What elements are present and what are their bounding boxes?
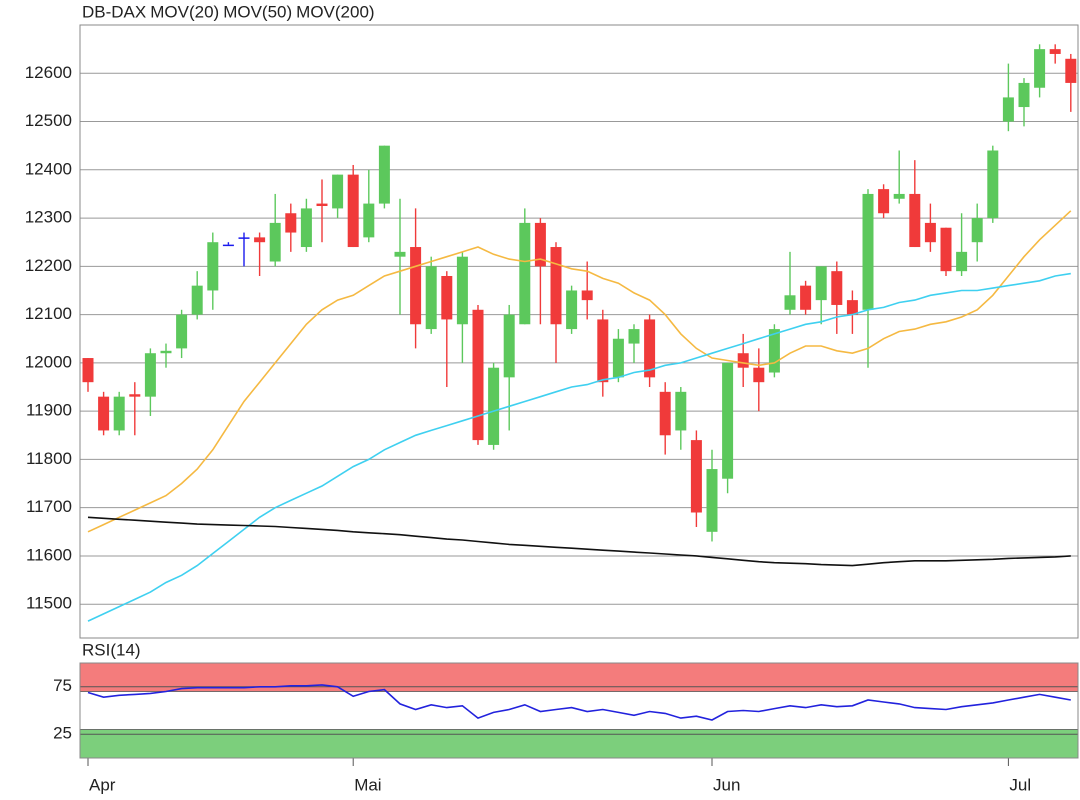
candle-body [82,358,94,383]
x-tick-label: Apr [89,775,116,794]
candle-body [987,150,999,219]
candle-body [675,391,687,431]
candle-body [909,193,921,248]
candle-body [285,213,297,233]
candle-body [238,237,250,239]
candle-body [690,440,702,513]
candle-body [300,208,312,248]
y-tick-label: 12100 [25,304,72,323]
candle-body [893,193,905,199]
candle-body [940,227,952,272]
legend-entry: DB-DAX [82,2,146,21]
candle-body [831,271,843,305]
candle-body [394,251,406,257]
candle-body [410,247,422,325]
candle-body [722,362,734,479]
plot-border [79,662,1079,759]
legend-entry: MOV(50) [223,2,292,21]
candle-body [503,314,515,378]
candle-body [1018,82,1030,108]
x-tick-label: Jul [1009,775,1031,794]
candle-body [815,266,827,301]
candle-body [1002,97,1014,122]
candle-body [98,396,110,431]
y-tick-label: 25 [53,724,72,743]
candle-body [472,309,484,441]
x-tick-label: Jun [713,775,740,794]
candle-body [519,222,531,325]
candle-body [176,314,188,349]
y-tick-label: 12000 [25,352,72,371]
candle-body [534,222,546,267]
y-tick-label: 12300 [25,208,72,227]
plot-border [79,24,1079,639]
y-tick-label: 11900 [26,401,72,420]
plot-area [79,24,1079,639]
candle-body [956,251,968,272]
candle-body [597,319,609,383]
candle-body [581,290,593,301]
y-tick-label: 12600 [25,63,72,82]
candle-body [332,174,344,209]
candle-body [628,329,640,344]
candle-body [425,266,437,330]
candle-body [566,290,578,330]
candle-body [737,353,749,368]
candle-body [222,244,234,247]
candle-body [1065,58,1077,83]
candle-body [846,300,858,315]
candle-body [347,174,359,248]
candle-body [316,203,328,207]
candle-body [924,222,936,243]
candle-body [378,145,390,204]
candle-body [254,237,266,243]
y-tick-label: 12400 [25,159,72,178]
candle-body [800,285,812,310]
y-tick-label: 12200 [25,256,72,275]
candle-body [129,394,141,397]
candle-body [550,247,562,325]
candle-body [113,396,125,431]
candle-body [768,329,780,373]
y-tick-label: 75 [53,676,72,695]
candle-body [160,350,172,354]
candle-body [144,353,156,397]
candle-body [862,193,874,310]
candle-body [659,391,671,436]
legend-entry: MOV(20) [150,2,219,21]
y-tick-label: 11600 [26,545,72,564]
candle-body [191,285,203,315]
candle-body [706,469,718,532]
legend-entry: MOV(200) [296,2,374,21]
candle-body [363,203,375,238]
y-tick-label: 12500 [25,111,72,130]
candle-body [269,222,281,262]
candle-body [753,367,765,383]
candle-body [644,319,656,378]
candle-body [612,338,624,378]
candle-body [878,189,890,214]
series-line [87,684,1071,721]
candle-body [207,242,219,291]
series-line [87,516,1071,567]
candle-body [441,275,453,320]
candle-body [971,218,983,243]
y-tick-label: 11800 [26,449,72,468]
candle-body [456,256,468,325]
y-tick-label: 11500 [26,594,72,613]
candle-body [488,367,500,445]
series-line [87,272,1071,622]
x-tick-label: Mai [354,775,381,794]
series-line [87,210,1072,533]
legend-entry: RSI(14) [82,640,141,659]
candle-body [1034,49,1046,88]
candle-body [1049,49,1061,54]
candle-body [784,295,796,310]
y-tick-label: 11700 [26,497,72,516]
